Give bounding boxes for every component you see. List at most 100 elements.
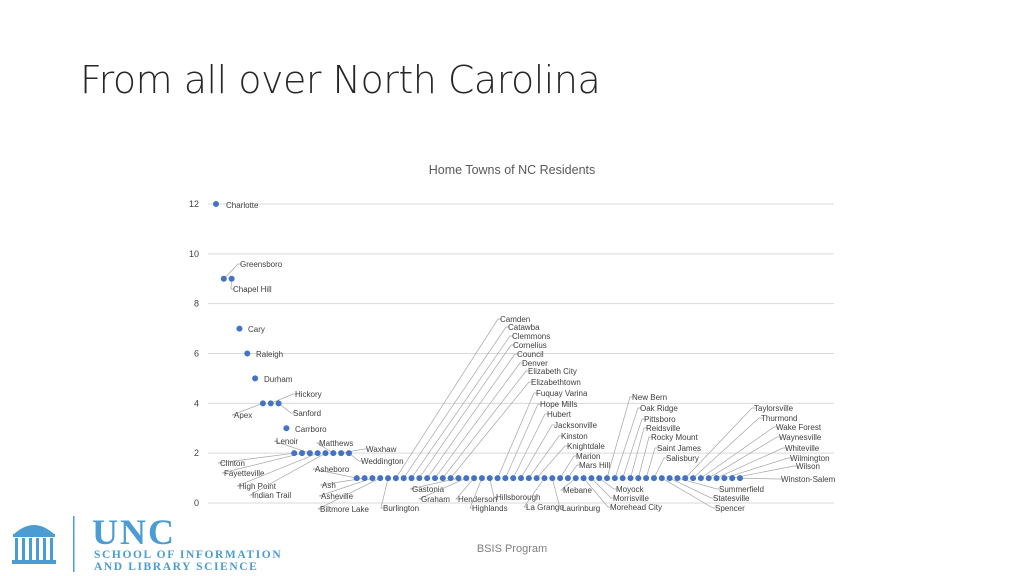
- data-point: [737, 475, 743, 482]
- data-point: [299, 450, 306, 457]
- point-label: Lenoir: [276, 437, 299, 446]
- leader-line: [434, 362, 524, 479]
- leader-line: [567, 464, 581, 479]
- point-label: Waxhaw: [366, 445, 397, 454]
- data-point: [385, 475, 392, 482]
- leader-line: [669, 477, 715, 499]
- data-point: [674, 475, 681, 482]
- data-point: [361, 475, 368, 482]
- data-point: [697, 475, 704, 482]
- data-point: [721, 475, 728, 482]
- logo-line2: SCHOOL OF INFORMATION: [94, 549, 282, 561]
- point-label: Jacksonville: [554, 421, 598, 430]
- data-point: [611, 475, 618, 482]
- data-point: [682, 475, 689, 482]
- point-label: Kinston: [561, 432, 588, 441]
- point-label: Sanford: [293, 409, 321, 418]
- point-label: Statesville: [713, 494, 750, 503]
- leader-line: [450, 381, 533, 479]
- point-label: Charlotte: [226, 201, 259, 210]
- data-point: [619, 475, 626, 482]
- leader-line: [418, 477, 467, 500]
- data-point: [431, 475, 438, 482]
- data-point: [267, 400, 274, 407]
- logo-unc: UNC: [92, 514, 176, 552]
- leader-line: [319, 477, 365, 486]
- leader-line: [560, 477, 577, 491]
- point-label: Rocky Mount: [651, 433, 698, 442]
- point-label: Graham: [421, 495, 450, 504]
- point-label: Oak Ridge: [640, 404, 678, 413]
- data-point: [252, 375, 259, 382]
- leader-line: [551, 478, 564, 509]
- point-label: Biltmore Lake: [320, 505, 369, 514]
- leader-line: [403, 326, 510, 479]
- leader-line: [536, 445, 569, 479]
- leader-line: [318, 477, 373, 497]
- data-point: [330, 450, 337, 457]
- point-label: Whiteville: [785, 444, 820, 453]
- data-point: [283, 425, 290, 432]
- point-label: Chapel Hill: [233, 285, 272, 294]
- leader-line: [645, 447, 659, 479]
- leader-line: [489, 478, 498, 498]
- leader-line: [614, 407, 642, 479]
- leader-line: [637, 436, 653, 479]
- y-tick-label: 12: [189, 199, 199, 209]
- point-label: Mars Hill: [579, 461, 610, 470]
- leader-line: [559, 455, 578, 479]
- leader-line: [716, 447, 787, 479]
- leader-line: [700, 426, 778, 479]
- data-point: [447, 475, 454, 482]
- point-label: Cornelius: [513, 341, 547, 350]
- data-point: [502, 475, 509, 482]
- leader-line: [528, 435, 563, 479]
- leader-line: [622, 418, 646, 479]
- data-point: [228, 275, 235, 282]
- point-label: New Bern: [632, 393, 667, 402]
- point-label: Catawba: [508, 323, 540, 332]
- leader-line: [685, 407, 756, 479]
- data-point: [658, 475, 665, 482]
- leader-line: [708, 436, 781, 479]
- point-label: Weddington: [361, 457, 404, 466]
- y-tick-label: 8: [194, 299, 199, 309]
- leader-line: [273, 440, 311, 454]
- data-point: [643, 475, 650, 482]
- point-label: Salisbury: [666, 454, 699, 463]
- y-tick-label: 0: [194, 498, 199, 508]
- data-point: [400, 475, 407, 482]
- data-point: [471, 475, 478, 482]
- leader-line: [606, 396, 634, 479]
- leader-line: [223, 263, 242, 280]
- leader-line: [739, 477, 783, 480]
- leader-line: [341, 448, 368, 454]
- leader-line: [380, 478, 389, 509]
- leader-line: [661, 477, 717, 509]
- leader-line: [278, 403, 295, 414]
- point-label: Ash: [322, 481, 336, 490]
- point-label: Morehead City: [610, 503, 662, 512]
- point-label: Pittsboro: [644, 415, 676, 424]
- y-tick-label: 10: [189, 249, 199, 259]
- point-label: Carrboro: [295, 425, 327, 434]
- leader-line: [221, 452, 303, 474]
- logo-divider: [73, 516, 75, 572]
- point-label: Fayetteville: [224, 469, 265, 478]
- y-tick-label: 2: [194, 448, 199, 458]
- leader-line: [317, 477, 381, 510]
- point-label: Hickory: [295, 390, 322, 399]
- leader-line: [724, 457, 792, 479]
- data-point: [338, 450, 345, 457]
- data-point: [549, 475, 556, 482]
- data-point: [666, 475, 673, 482]
- point-label: Matthews: [319, 439, 353, 448]
- data-point: [650, 475, 657, 482]
- point-label: Summerfield: [719, 485, 764, 494]
- leader-line: [692, 417, 763, 479]
- data-point: [236, 325, 243, 332]
- data-point: [220, 275, 227, 282]
- chart-title: Home Towns of NC Residents: [428, 163, 596, 177]
- point-label: Henderson: [458, 495, 497, 504]
